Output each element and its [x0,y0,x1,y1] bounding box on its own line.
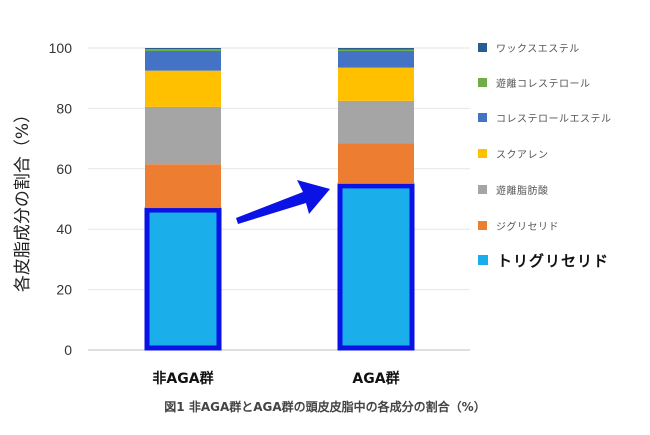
legend-item: スクアレン [478,144,549,162]
legend-label: コレステロールエステル [496,113,612,125]
legend-item: 遊離コレステロール [478,73,591,91]
legend-item: ワックスエステル [478,38,580,56]
bar-segment [338,100,414,144]
bar-segment [145,164,221,209]
figure-caption: 図1 非AGA群とAGA群の頭皮皮脂中の各成分の割合（%） [164,400,486,414]
legend-swatch [478,184,487,194]
bar-segment [338,143,414,184]
y-tick-label: 20 [56,282,72,298]
highlight-outline [337,183,415,351]
legend-label: トリグリセリド [497,251,610,270]
y-tick-label: 100 [49,40,73,56]
legend-swatch [478,255,488,265]
legend-swatch [478,112,487,122]
legend-swatch [478,77,487,87]
bar-segment [338,183,414,350]
legend-swatch [478,42,487,52]
bar-segment [338,67,414,101]
highlight-outline [144,207,222,351]
legend-item: トリグリセリド [478,251,610,270]
legend-item: ジグリセリド [478,216,559,234]
y-tick-label: 0 [64,342,72,358]
legend-label: ワックスエステル [496,43,580,55]
bar-segment [145,48,221,50]
legend-item: 遊離脂肪酸 [478,180,549,198]
bar-segment [145,51,221,71]
y-tick-label: 40 [56,221,72,237]
bar-segment [145,106,221,165]
legend-label: 遊離コレステロール [496,78,591,90]
legend-swatch [478,148,487,158]
increase-arrow [236,180,330,224]
y-axis-label: 各皮脂成分の割合（%） [13,106,33,292]
x-tick-label: AGA群 [352,370,399,387]
y-tick-label: 60 [56,161,72,177]
legend-item: コレステロールエステル [478,108,612,126]
bar-segment [145,70,221,107]
legend-label: スクアレン [496,149,549,161]
y-tick-label: 80 [56,100,72,116]
legend-swatch [478,220,487,230]
bar-segment [145,208,221,350]
bar-segment [338,48,414,50]
legend-label: 遊離脂肪酸 [496,185,549,197]
x-tick-label: 非AGA群 [152,370,213,387]
bar-segment [145,49,221,52]
bar-segment [338,51,414,68]
bar-segment [338,49,414,52]
legend-label: ジグリセリド [496,221,559,233]
